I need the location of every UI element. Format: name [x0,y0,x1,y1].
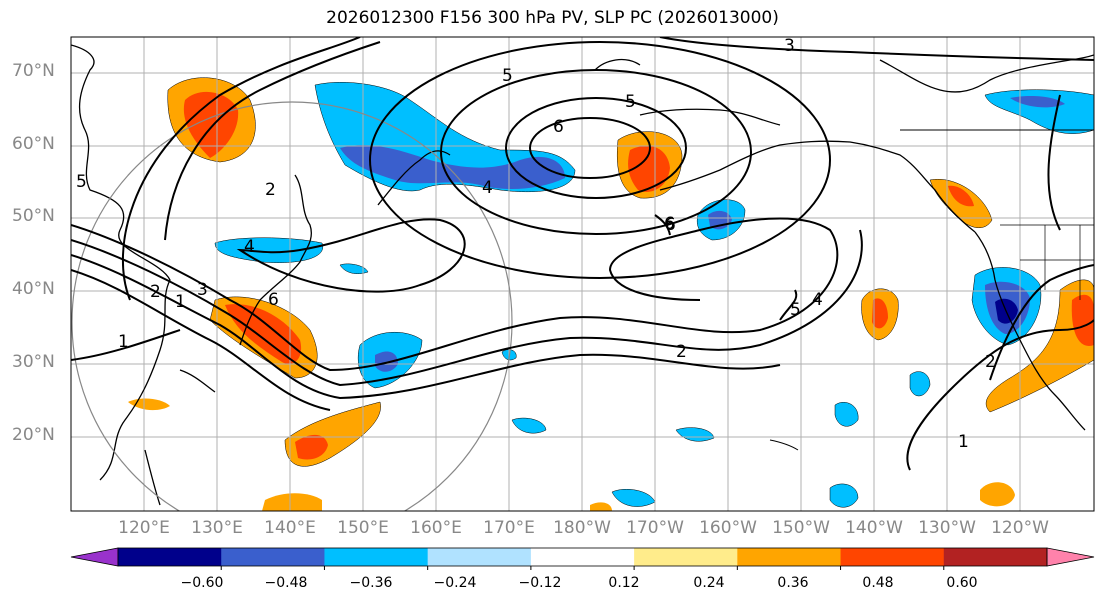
contour-label: 2 [676,342,687,362]
contour-label: 3 [197,280,208,300]
lat-label: 30°N [12,352,55,372]
contour-label: 3 [784,36,795,56]
colorbar-segment [427,548,532,566]
colorbar-tick: −0.48 [264,575,308,591]
contour-label: 4 [244,237,255,257]
colorbar-tick: 0.60 [946,575,978,591]
contour-label: 1 [958,432,969,452]
colorbar-tick: 0.12 [608,575,640,591]
contour-label: 2 [985,352,996,372]
lon-label: 120°E [118,518,170,538]
colorbar-segment [118,548,222,566]
colorbar-extend-max [1046,547,1095,567]
colorbar-segment [737,548,842,566]
contour-label: 5 [790,300,801,320]
graticule [71,37,1094,511]
lon-label: 170°W [626,518,684,538]
map-title: 2026012300 F156 300 hPa PV, SLP PC (2026… [326,8,779,28]
colorbar-tick: −0.36 [349,575,393,591]
reference-circle [71,101,513,511]
lat-label: 70°N [12,61,55,81]
contour-label: 4 [482,178,493,198]
lon-label: 140°W [845,518,903,538]
colorbar-tick: −0.60 [180,575,224,591]
lat-label: 40°N [12,279,55,299]
coastlines [71,44,1094,506]
lat-label: 60°N [12,134,55,154]
lat-label: 20°N [12,425,55,445]
colorbar-segment [221,548,325,566]
lon-label: 120°W [991,518,1049,538]
colorbar-segment [634,548,738,566]
contour-label: 2 [150,282,161,302]
colorbar-tick: 0.24 [693,575,725,591]
contour-label: 1 [118,332,129,352]
colorbar-segment [943,548,1048,566]
contour-label: 6 [268,290,279,310]
lon-label: 160°W [699,518,757,538]
lon-label: 160°E [410,518,462,538]
contour-label: 5 [76,172,87,192]
contour-label: 4 [812,290,823,310]
colorbar-segment [840,548,945,566]
slp-contours [71,37,1094,471]
borders [1000,224,1094,300]
colorbar-tick: 0.36 [777,575,809,591]
lon-label: 150°E [337,518,389,538]
colorbar [70,547,1095,570]
contour-label: 1 [175,292,186,312]
contour-label: 6 [664,214,675,234]
lon-label: 130°E [191,518,243,538]
lon-label: 180°W [553,518,611,538]
contour-label: 5 [502,66,513,86]
colorbar-tick: −0.12 [518,575,562,591]
contour-label: 6 [553,117,564,137]
contour-label: 6 [665,215,676,235]
lon-label: 140°E [264,518,316,538]
colorbar-segment [530,548,635,566]
lon-label: 170°E [483,518,535,538]
colorbar-segment [324,548,429,566]
colorbar-extend-min [70,547,119,567]
contour-label: 2 [265,180,276,200]
lon-label: 150°W [772,518,830,538]
pv-positive-anomalies [128,77,1094,511]
lon-label: 130°W [918,518,976,538]
colorbar-outline [117,547,1048,567]
lat-label: 50°N [12,206,55,226]
colorbar-tick: −0.24 [433,575,477,591]
contour-label: 5 [625,92,636,112]
colorbar-tick: 0.48 [862,575,894,591]
